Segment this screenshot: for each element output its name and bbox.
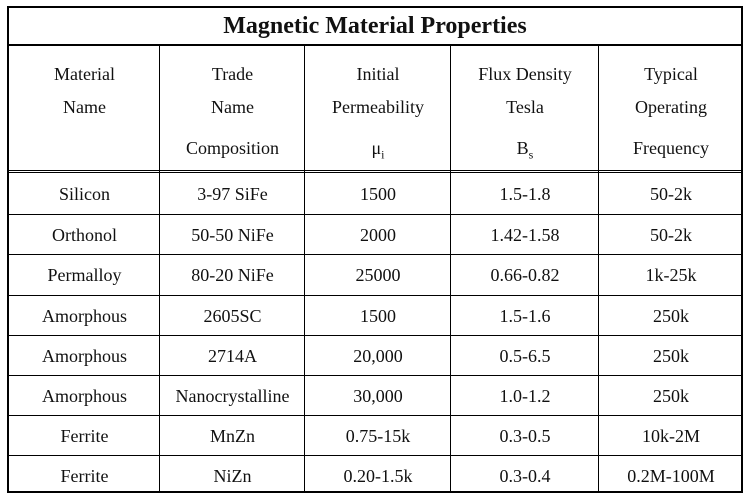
table-cell: 1.5-1.8 bbox=[499, 184, 551, 204]
table-cell: Orthonol bbox=[52, 225, 117, 246]
table-cell: 0.5-6.5 bbox=[499, 345, 551, 366]
table-cell: 1.0-1.2 bbox=[499, 386, 551, 406]
table-cell: 50-2k bbox=[650, 225, 692, 246]
header-text: Composition bbox=[185, 138, 279, 158]
table-row: Silicon 3-97 SiFe 1500 1.5-1.8 50-2k bbox=[9, 174, 741, 214]
table-cell: 50-2k bbox=[650, 184, 692, 204]
table-cell: 0.3-0.4 bbox=[499, 466, 551, 487]
table-cell: Amorphous bbox=[42, 386, 127, 406]
table-cell: NiZn bbox=[213, 466, 252, 487]
table-row: Permalloy 80-20 NiFe 25000 0.66-0.82 1k-25k bbox=[9, 254, 741, 295]
header-text: Permeability bbox=[332, 97, 424, 117]
table-row: Orthonol 50-50 NiFe 2000 1.42-1.58 50-2k bbox=[9, 214, 741, 255]
table-cell: 30,000 bbox=[353, 386, 403, 406]
table-cell: Ferrite bbox=[60, 426, 109, 447]
table-cell: 2714A bbox=[208, 345, 257, 366]
table-row: Amorphous 2714A 20,000 0.5-6.5 250k bbox=[9, 334, 741, 376]
table-cell: 10k-2M bbox=[642, 426, 700, 447]
table-cell: 1.5-1.6 bbox=[499, 305, 551, 326]
table-cell: 25000 bbox=[355, 265, 401, 286]
column-divider bbox=[304, 46, 305, 491]
header-flux-density: Flux Density Tesla Bs bbox=[451, 46, 599, 170]
table-cell: Amorphous bbox=[42, 305, 127, 326]
header-text: Frequency bbox=[633, 138, 709, 158]
table-row: Ferrite NiZn 0.20-1.5k 0.3-0.4 0.2M-100M bbox=[9, 455, 741, 496]
table-cell: MnZn bbox=[210, 426, 255, 447]
table-cell: 3-97 SiFe bbox=[197, 184, 268, 204]
header-text: Name bbox=[211, 97, 254, 117]
header-divider bbox=[9, 170, 741, 173]
table-cell: 20,000 bbox=[353, 345, 403, 366]
header-symbol: Bs bbox=[516, 138, 534, 162]
table-cell: 0.2M-100M bbox=[627, 466, 715, 487]
table-cell: 250k bbox=[653, 305, 689, 326]
table-cell: 0.3-0.5 bbox=[499, 426, 551, 447]
table-cell: Ferrite bbox=[60, 466, 109, 487]
table-cell: Nanocrystalline bbox=[175, 386, 290, 406]
header-text: Typical bbox=[644, 64, 698, 84]
properties-table: Magnetic Material Properties Material Na… bbox=[7, 6, 743, 493]
header-symbol: μi bbox=[371, 138, 385, 162]
table-row: Amorphous 2605SC 1500 1.5-1.6 250k bbox=[9, 294, 741, 336]
table-cell: 0.66-0.82 bbox=[490, 265, 560, 286]
header-text: Initial bbox=[356, 64, 400, 84]
table-cell: 1k-25k bbox=[645, 265, 697, 286]
header-initial-permeability: Initial Permeability μi bbox=[305, 46, 451, 170]
header-text: Material bbox=[54, 64, 115, 84]
header-text: Operating bbox=[635, 97, 707, 117]
table-row: Ferrite MnZn 0.75-15k 0.3-0.5 10k-2M bbox=[9, 415, 741, 456]
table-row: Amorphous Nanocrystalline 30,000 1.0-1.2 250… bbox=[9, 375, 741, 416]
table-cell: Permalloy bbox=[47, 265, 122, 286]
table-cell: 80-20 NiFe bbox=[191, 265, 274, 286]
header-text: Name bbox=[63, 97, 106, 117]
column-divider bbox=[159, 46, 160, 491]
table-cell: 0.75-15k bbox=[345, 426, 411, 447]
table-cell: 2000 bbox=[360, 225, 396, 246]
table-cell: Amorphous bbox=[42, 345, 127, 366]
table-cell: 0.20-1.5k bbox=[343, 466, 413, 487]
header-material-name: Material Name bbox=[9, 46, 160, 170]
column-divider bbox=[450, 46, 451, 491]
table-cell: 50-50 NiFe bbox=[191, 225, 274, 246]
table-cell: 2605SC bbox=[203, 305, 262, 326]
header-text: Tesla bbox=[506, 97, 544, 117]
column-divider bbox=[598, 46, 599, 491]
table-cell: 1500 bbox=[360, 305, 396, 326]
table-title: Magnetic Material Properties bbox=[9, 8, 741, 46]
header-operating-frequency: Typical Operating Frequency bbox=[599, 46, 743, 170]
table-cell: 250k bbox=[653, 345, 689, 366]
header-text: Flux Density bbox=[478, 64, 572, 84]
table-cell: 1500 bbox=[360, 184, 396, 204]
table-body: Silicon 3-97 SiFe 1500 1.5-1.8 50-2k Orthonol… bbox=[9, 174, 741, 491]
header-text: Trade bbox=[211, 64, 254, 84]
table-cell: 1.42-1.58 bbox=[490, 225, 560, 246]
table-cell: Silicon bbox=[58, 184, 110, 204]
header-trade-name: Trade Name Composition bbox=[160, 46, 305, 170]
table-cell: 250k bbox=[653, 386, 689, 406]
